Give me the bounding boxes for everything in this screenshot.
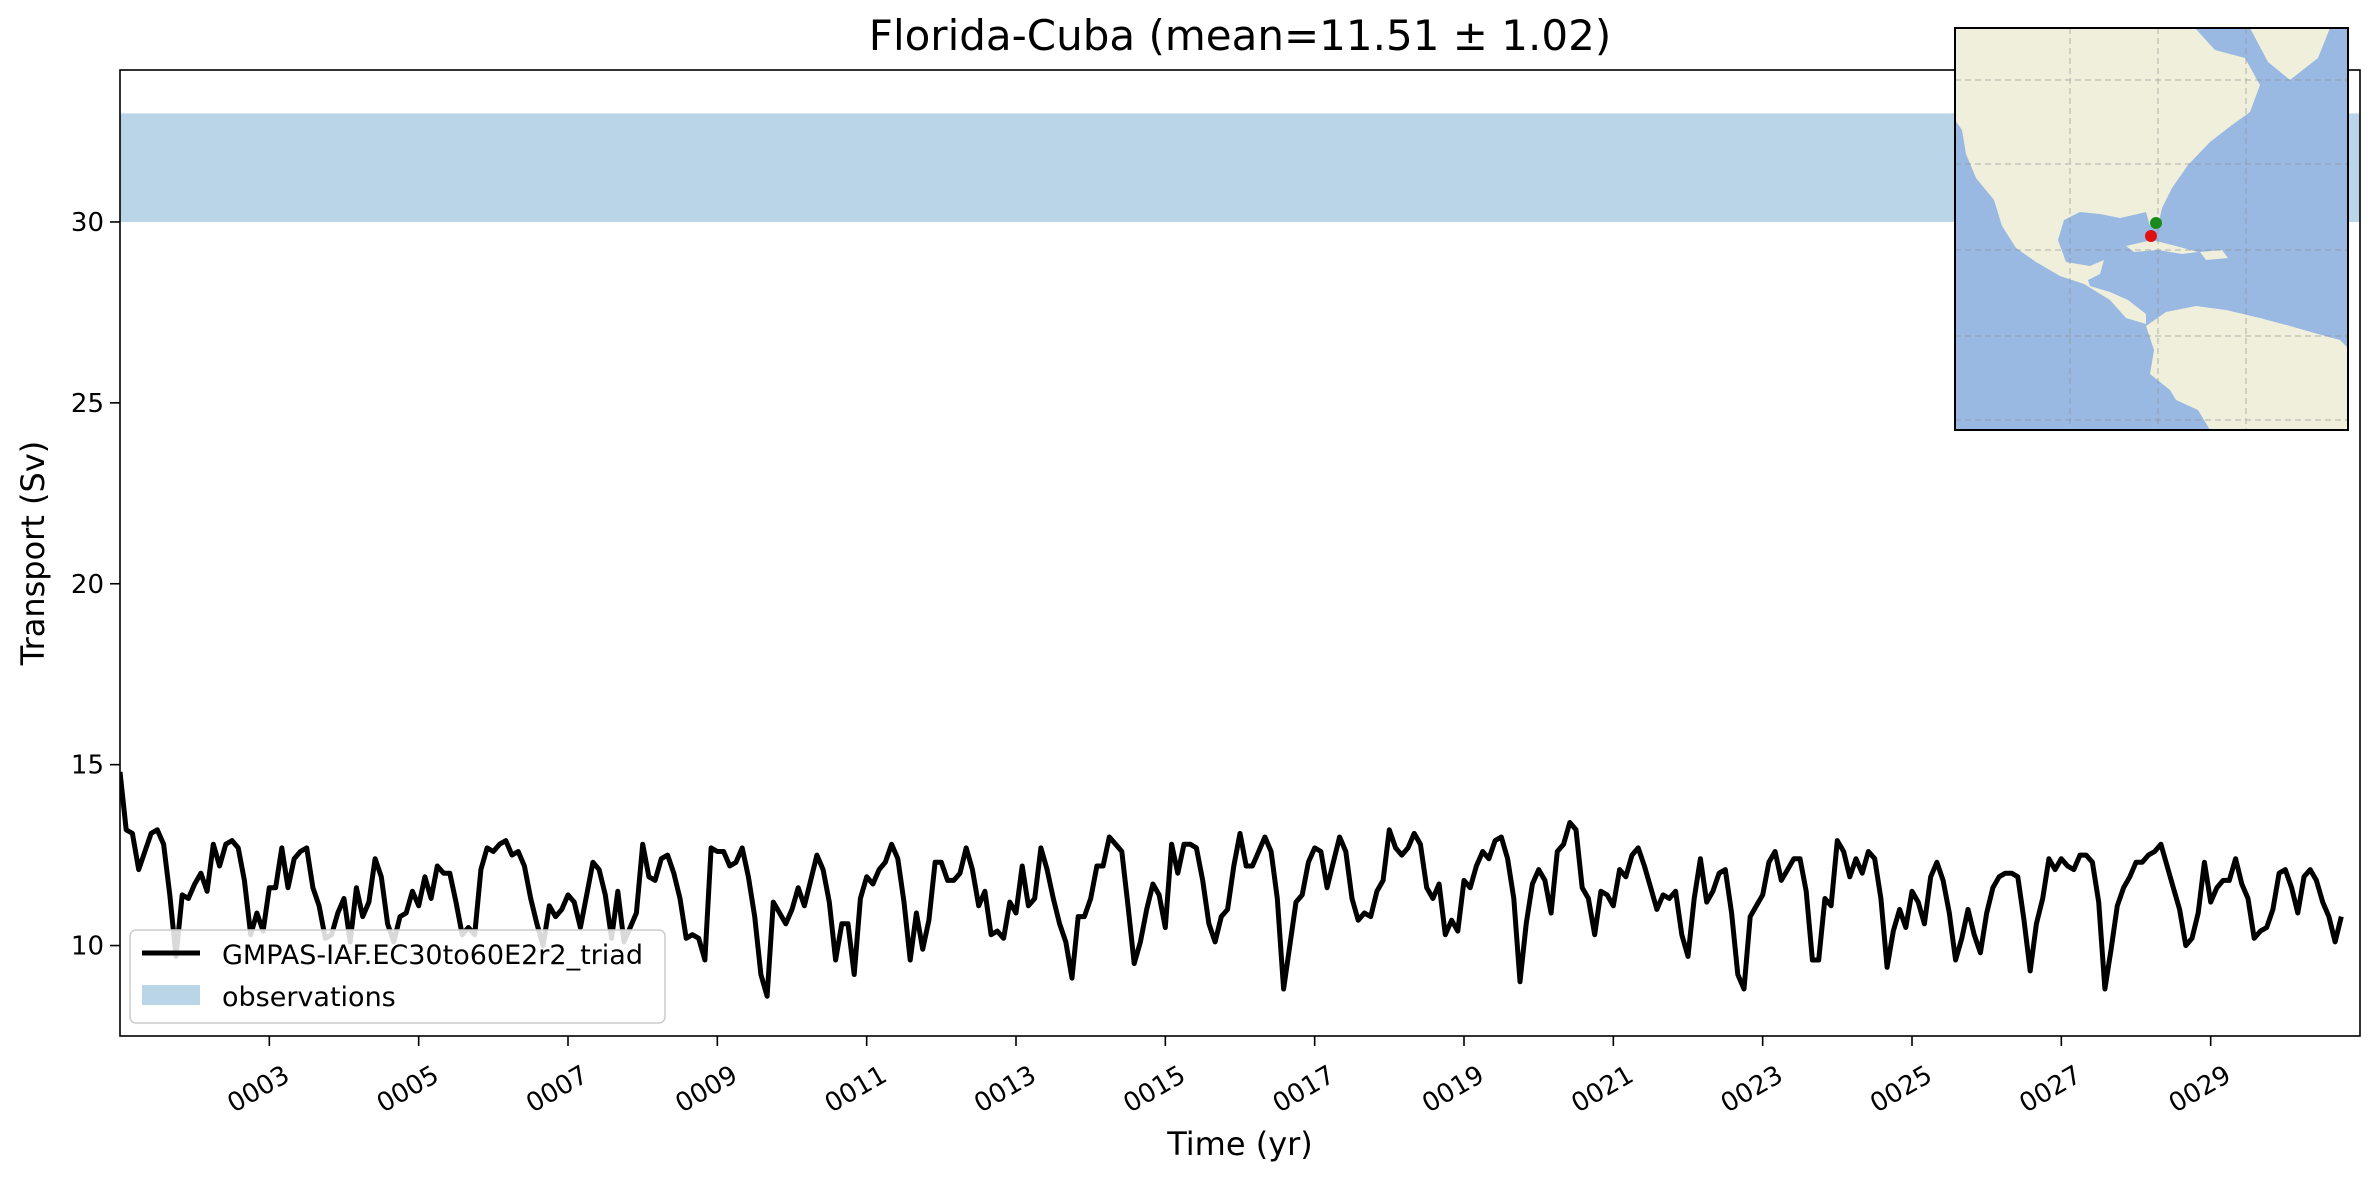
y-tick-label: 25: [71, 389, 104, 419]
chart-title: Florida-Cuba (mean=11.51 ± 1.02): [869, 11, 1611, 60]
legend-box: [129, 929, 666, 1024]
map-frame: [1954, 27, 2349, 431]
inset-map: [1954, 27, 2349, 431]
y-tick-label: 10: [71, 932, 104, 962]
series-line-gmpas: [120, 771, 2344, 999]
legend-swatch-observations: [142, 985, 200, 1005]
map-land-south-america: [2146, 306, 2348, 430]
x-axis-label: Time (yr): [1166, 1125, 1313, 1163]
map-land-greenland: [2250, 28, 2330, 80]
map-point-florida: [2150, 217, 2162, 229]
map-land-north-america: [1955, 28, 2260, 324]
legend-label-series: GMPAS-IAF.EC30to60E2r2_triad: [222, 940, 643, 971]
map-land-hispaniola: [2200, 250, 2228, 260]
y-tick-label: 30: [71, 208, 104, 238]
plot-frame: [119, 69, 2361, 1037]
map-point-cuba: [2145, 230, 2157, 242]
legend-label-observations: observations: [222, 982, 396, 1013]
y-tick-label: 20: [71, 570, 104, 600]
legend: GMPAS-IAF.EC30to60E2r2_triad observation…: [129, 929, 666, 1024]
y-axis-label: Transport (Sv): [14, 441, 52, 667]
y-tick-label: 15: [71, 751, 104, 781]
y-axis: 10 15 20 25 30: [71, 208, 120, 962]
map-graticule: [1955, 28, 2348, 430]
